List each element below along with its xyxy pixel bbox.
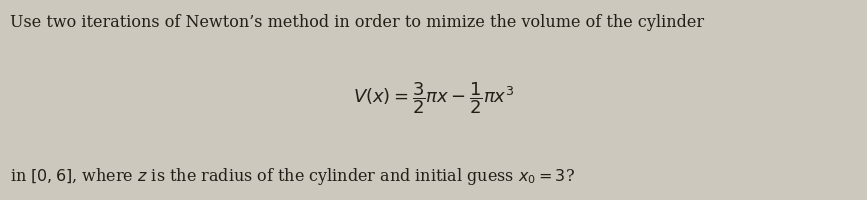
Text: in $[0, 6]$, where $z$ is the radius of the cylinder and initial guess $x_0 = 3$: in $[0, 6]$, where $z$ is the radius of … [10, 166, 576, 187]
Text: $V(x) = \dfrac{3}{2}\pi x - \dfrac{1}{2}\pi x^3$: $V(x) = \dfrac{3}{2}\pi x - \dfrac{1}{2}… [353, 80, 514, 116]
Text: Use two iterations of Newton’s method in order to mimize the volume of the cylin: Use two iterations of Newton’s method in… [10, 14, 705, 31]
